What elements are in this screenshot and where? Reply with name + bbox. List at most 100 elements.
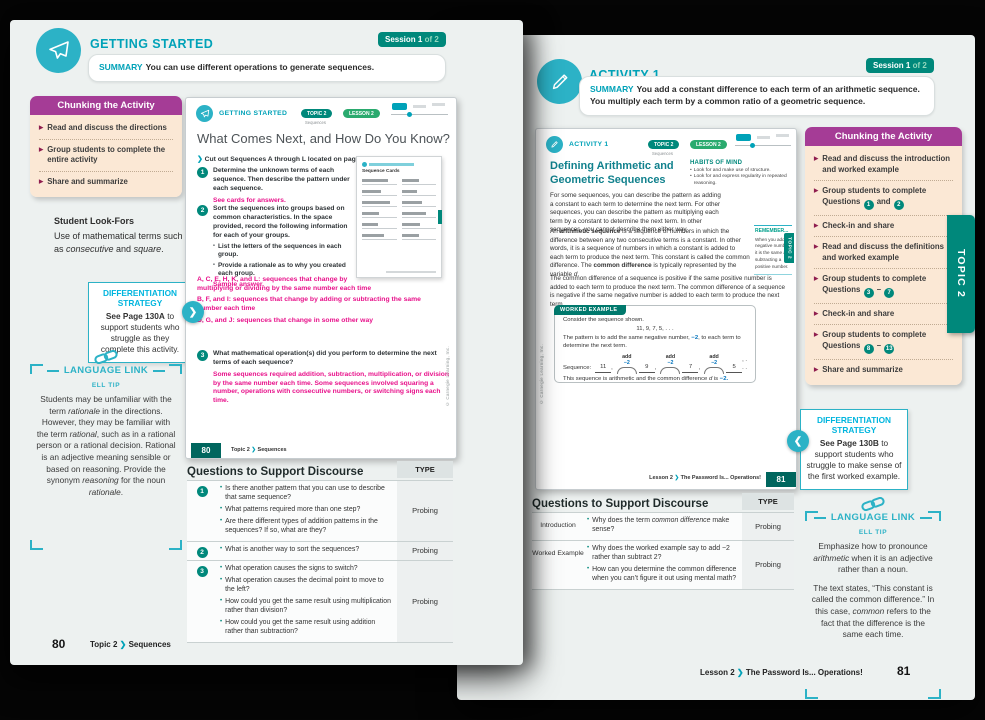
discourse-question: • What operation causes the decimal point… [220,576,384,593]
question-sub-bullets: • List the letters of the sequences in ea… [197,243,357,279]
bracket-corner [169,364,182,374]
question-number-circle: 13 [884,343,895,354]
bullet-icon: • [220,485,223,491]
thumbnail-sequence-cell [362,188,397,196]
chunking-step: ▶ Read and discuss the definitions and wo… [814,237,953,270]
discourse-question: • Are there different types of addition p… [220,517,378,534]
thumbnail-footer-line [385,270,436,273]
language-link-box: LANGUAGE LINK ELL TIP Emphasize how to p… [805,496,941,699]
student-page-preview: ACTIVITY 1 TOPIC 2 Sequences LESSON 2 De… [535,128,797,490]
language-link-title: LANGUAGE LINK [30,365,182,376]
chain-link-icon [805,496,941,512]
chunking-list: ▶ Read and discuss the directions ▶ Group s… [30,115,182,198]
discourse-question: • Is there another pattern that you can u… [220,485,385,501]
look-fors-text: Use of mathematical terms such as consec… [54,231,183,254]
thumbnail-grid [362,177,436,240]
chevron-icon: ❯ [251,447,256,453]
question-text: What mathematical operation(s) did you p… [213,350,437,366]
discourse-title: Questions to Support Discourse [532,498,709,510]
question-type-cell: Probing [397,560,453,642]
discourse-row: 2 • What is another way to sort the sequen… [187,541,453,561]
language-link-box: LANGUAGE LINK ELL TIP Students may be un… [30,349,182,550]
paragraph: A, C, E, H, K, and L: sequences that cha… [197,276,372,292]
bracket-corner [30,540,43,550]
chunking-step: ▶ Group students to complete the entire a… [39,140,173,172]
discourse-title: Questions to Support Discourse [187,466,364,478]
session-number: Session 1 [873,61,911,70]
chain-link-icon [30,349,182,365]
worked-line: The pattern is to add the same negative … [563,334,741,349]
discourse-question: • What operation causes the signs to swit… [220,564,358,572]
bullet-item: • Provide a rationale as to why you creat… [213,261,346,277]
thumbnail-sequence-cell [362,210,397,218]
discourse-header: Questions to Support Discourse TYPE [532,493,794,510]
chunking-step: ▶ Check-in and share [814,304,953,326]
bracket-corner [805,511,818,521]
questions-cell: • Is there another pattern that you can u… [217,481,397,541]
triangle-bullet-icon: ▶ [814,222,819,229]
copyright-text: © Carnegie Learning, Inc. [445,346,450,407]
thumbnail-header [362,162,436,167]
bullet-icon: • [690,174,692,180]
ell-tip-label: ELL TIP [91,382,121,389]
lesson-pill: LESSON 2 [690,140,727,149]
discourse-row: 3 • What operation causes the signs to swi… [187,560,453,643]
page-reference: See Page 130A [105,310,165,321]
questions-cell: • Why does the worked example say to add … [584,541,742,589]
worked-result: This sequence is arithmetic and the comm… [563,376,729,383]
bullet-icon: • [220,505,223,512]
triangle-bullet-icon: ▶ [39,125,44,131]
discourse-header: Questions to Support Discourse TYPE [187,461,453,478]
chunking-step: ▶ Group students to complete Questions 3 … [814,269,953,304]
thumbnail-sequence-cell [362,221,397,229]
arrow-left-circle-icon: ❮ [787,430,809,452]
bullet-icon: • [220,618,223,625]
lesson-progress-dot [750,143,755,148]
row-label-cell: 3 [187,561,217,642]
bullet-icon: • [213,261,215,268]
question-number-circle: 3 [196,565,208,577]
sequence-term: 7 [682,364,699,374]
row-label: Worked Example [532,549,584,557]
chunking-activity-box: Chunking the Activity ▶ Read and discuss … [30,96,182,198]
pencil-icon [546,136,563,153]
question-number-circle: 2 [196,546,208,558]
triangle-bullet-icon: ▶ [39,178,44,185]
discourse-question: • How could you get the same result using… [220,597,391,614]
differentiation-strategy-box: DIFFERENTIATION STRATEGY See Page 130B t… [800,409,908,490]
remember-title: REMEMBER... [755,228,789,234]
arc-curve-icon [704,367,725,375]
discourse-row: Introduction • Why does the term common di… [532,513,794,541]
paragraph: Emphasize how to pronounce arithmetic wh… [813,541,933,575]
add-arc: add −2 [660,354,681,375]
arc-curve-icon [616,367,637,375]
common-difference-paragraph: The common difference of a sequence is p… [550,275,785,308]
chunking-step: ▶ Read and discuss the introduction and w… [814,149,953,182]
activity-title: Defining Arithmetic and Geometric Sequen… [550,160,674,187]
page-footer-breadcrumb: Lesson 2 ❯ The Password Is... Operations… [700,668,863,677]
chunking-step: ▶ Share and summarize [39,176,128,186]
discourse-question: • How can you determine the common differ… [587,565,737,582]
language-link-text: Students may be unfamiliar with the term… [30,394,182,498]
triangle-bullet-icon: ▶ [39,146,44,153]
question-number-circle: 8 [863,343,874,354]
add-arc: add −2 [616,354,637,375]
questions-cell: • What is another way to sort the sequenc… [217,542,397,560]
lesson-progress-label [776,134,789,137]
bullet-icon: • [220,597,223,604]
right-page: ACTIVITY 1 Session 1 of 2 SUMMARY You add… [457,35,975,700]
summary-text: You can use different operations to gene… [145,62,375,72]
worked-line: Consider the sequence shown. [563,317,644,323]
remember-text: When you add a negative number, it is th… [755,236,791,270]
bracket-corner [928,689,941,699]
sequence-term: 9 [638,364,655,374]
bullet-icon: • [587,544,590,551]
differentiation-text: to support students who struggle to make… [806,437,902,482]
sequence-values: 11, 9, 7, 5, . . . [636,325,674,332]
student-page-heading: GETTING STARTED [219,110,288,117]
row-label-cell: 1 [187,481,217,541]
thumbnail-sequence-cell [401,199,436,207]
bullet-item: • Look for and make use of structure. [690,167,771,173]
triangle-bullet-icon: ▶ [814,332,819,339]
thumbnail-sequence-cell [401,210,436,218]
